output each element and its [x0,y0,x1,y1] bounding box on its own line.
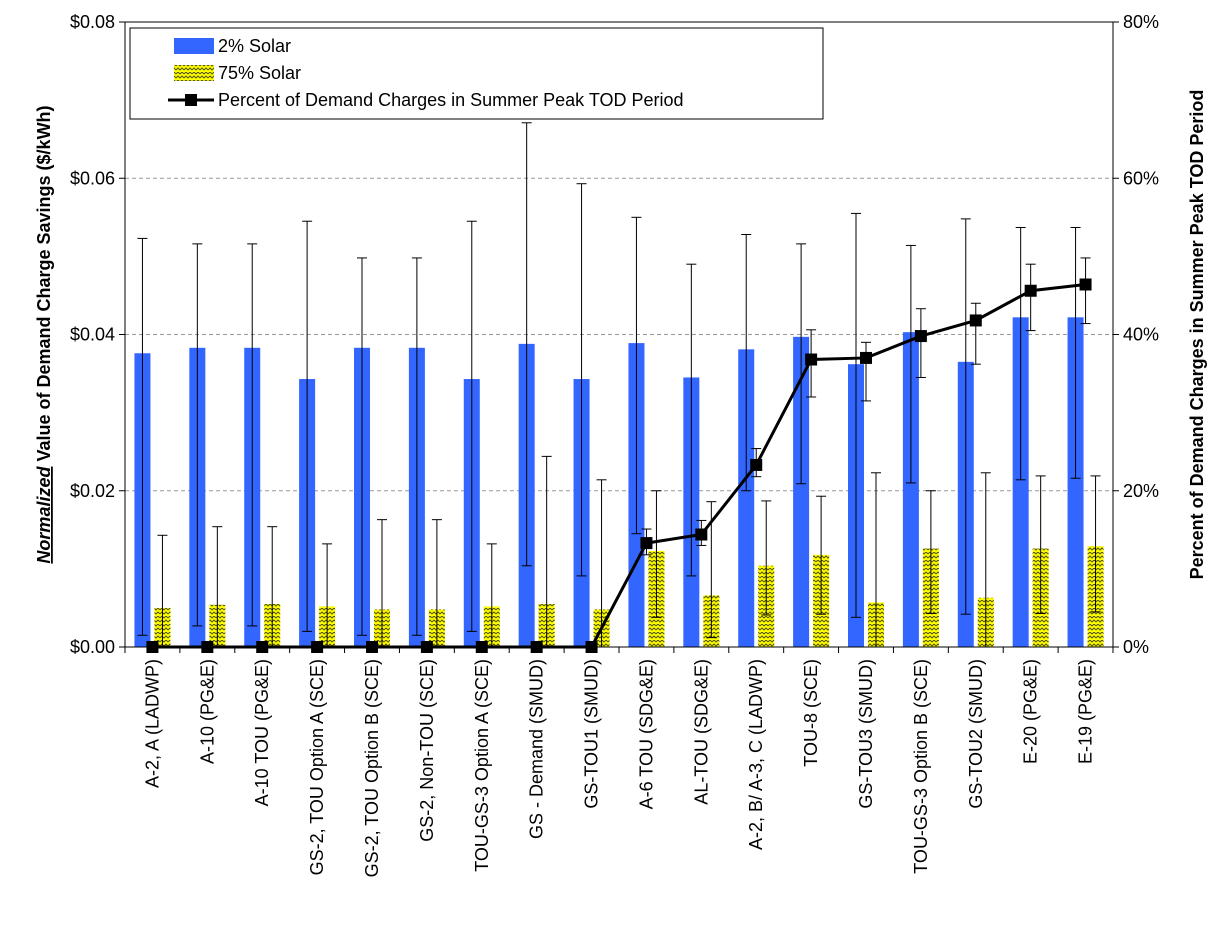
error-bar-75pct [925,490,936,614]
bar-2pct-solar [738,349,755,647]
left-tick-label: $0.06 [70,168,115,188]
error-bar-2pct [960,218,971,615]
percent-marker [805,353,818,366]
category-label: TOU-8 (SCE) [801,659,821,767]
category-label: GS-2, Non-TOU (SCE) [417,659,437,842]
left-tick-label: $0.02 [70,481,115,501]
percent-marker [1079,278,1092,291]
percent-marker [969,314,982,327]
axis-labels: $0.00 $0.02 $0.04 $0.06 $0.08 0% 20% 40% 60% 80% A… [34,12,1207,877]
error-bar-75pct [1090,475,1101,613]
right-tick-label: 0% [1123,637,1149,657]
percent-marker [695,528,708,541]
error-bar-75pct [761,500,772,616]
category-label: GS-TOU3 (SMUD) [856,659,876,809]
percent-line [152,283,1086,649]
legend-marker-swatch [185,94,197,106]
error-bar-2pct [1070,226,1081,479]
line-series [146,278,1092,653]
legend-box [129,27,824,120]
error-bar-2pct [796,243,807,485]
error-bar-75pct [816,495,827,615]
percent-marker [860,351,872,364]
category-label: E-20 (PG&E) [1021,659,1041,764]
category-label: A-6 TOU (SDG&E) [636,659,656,809]
category-label: GS-2, TOU Option B (SCE) [362,659,382,877]
error-bar-2pct [686,263,697,577]
percent-marker [1024,284,1037,297]
category-label: GS-TOU1 (SMUD) [582,659,602,809]
left-tick-label: $0.08 [70,12,115,32]
error-bar-2pct [631,216,642,535]
left-axis-title-rest: Value of Demand Charge Savings ($/kWh) [34,105,54,466]
category-label: A-10 (PG&E) [197,659,217,764]
error-bar-2pct [741,234,752,492]
axes [119,21,1119,653]
error-bar-2pct [411,257,422,636]
error-bar-2pct [137,237,148,636]
percent-marker [914,330,927,343]
bar-2pct-solar [1067,317,1084,647]
left-tick-label: $0.04 [70,325,115,345]
bar-2pct-solar [1012,317,1029,647]
left-axis-title: Normalized Value of Demand Charge Saving… [34,105,54,563]
legend-label: 75% Solar [218,63,301,83]
error-bar-75pct [651,490,662,618]
category-label: A-2, B/ A-3, C (LADWP) [746,659,766,850]
right-tick-label: 40% [1123,325,1159,345]
legend-swatch [174,65,214,81]
percent-marker [750,458,763,471]
error-bar-2pct [466,220,477,632]
category-label: GS-2, TOU Option A (SCE) [307,659,327,875]
error-bar-percent [915,308,926,378]
legend: 2% Solar 75% Solar Percent of Demand Charg… [129,27,824,120]
error-bar-75pct [706,501,717,639]
legend-label: 2% Solar [218,36,291,56]
error-bar-2pct [905,244,916,484]
error-bar-2pct [302,220,313,632]
category-label: GS - Demand (SMUD) [527,659,547,839]
category-label: AL-TOU (SDG&E) [691,659,711,805]
bar-2pct-solar [793,336,810,647]
category-label: TOU-GS-3 Option A (SCE) [472,659,492,872]
legend-swatch [174,38,214,54]
right-tick-label: 80% [1123,12,1159,32]
error-bar-2pct [357,257,367,636]
percent-marker [640,537,653,550]
error-bar-percent [1080,257,1091,325]
right-axis-title: Percent of Demand Charges in Summer Peak… [1187,90,1207,580]
category-label: E-19 (PG&E) [1076,659,1096,764]
error-bar-percent [1025,263,1036,332]
error-bar-percent [970,302,981,365]
category-label: A-10 TOU (PG&E) [252,659,272,806]
right-tick-label: 60% [1123,168,1159,188]
right-tick-label: 20% [1123,481,1159,501]
left-axis-title-emphasis: Normalized [34,466,54,564]
category-label: GS-TOU2 (SMUD) [966,659,986,809]
error-bar-2pct [247,243,258,627]
error-bar-2pct [1015,226,1026,481]
category-label: TOU-GS-3 Option B (SCE) [911,659,931,874]
error-bar-2pct [576,183,587,577]
error-bar-2pct [521,122,532,567]
error-bar-2pct [192,243,203,627]
bar-2pct-solar [902,332,919,647]
legend-label: Percent of Demand Charges in Summer Peak… [218,90,684,110]
error-bars [137,122,1101,648]
error-bar-2pct [851,212,861,618]
error-bar-75pct [1035,475,1046,614]
left-tick-label: $0.00 [70,637,115,657]
category-label: A-2, A (LADWP) [142,659,162,788]
